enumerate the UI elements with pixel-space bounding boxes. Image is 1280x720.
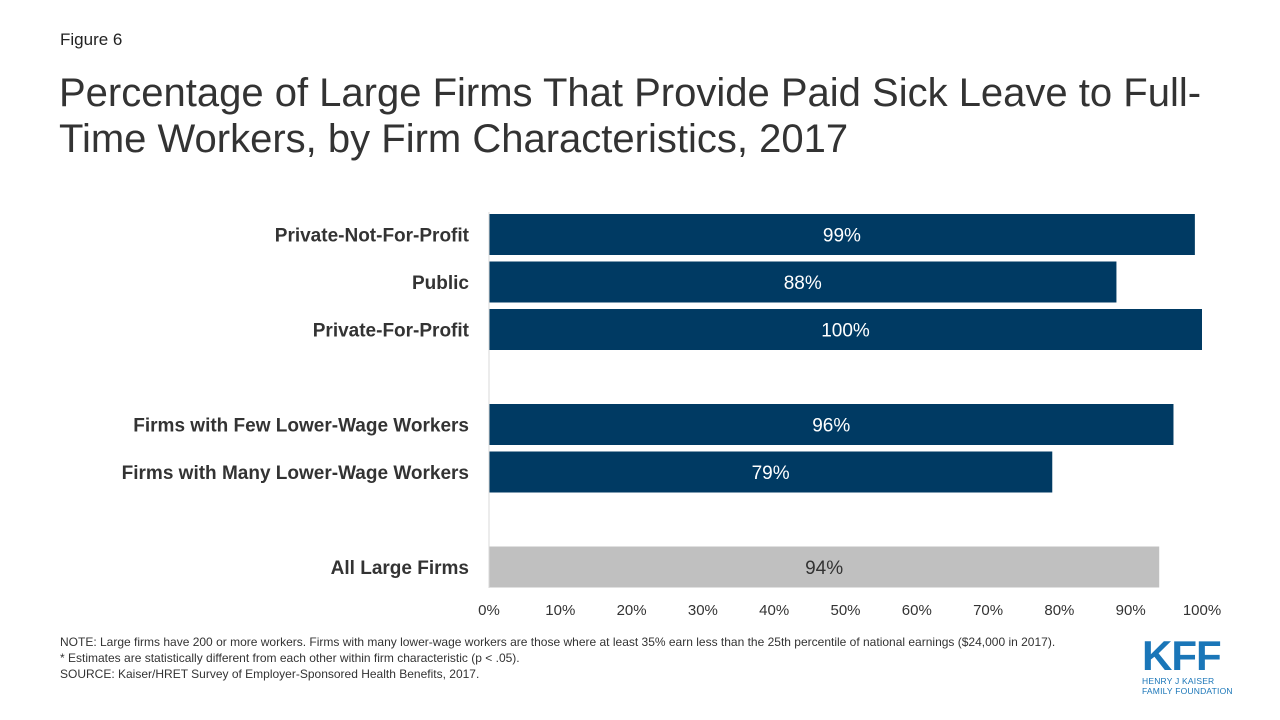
note-text: NOTE: Large firms have 200 or more worke… bbox=[60, 635, 1056, 649]
bar-chart: 99% Private-Not-For-Profit 88% Public 100% Pr… bbox=[122, 212, 1221, 619]
bar-value-label: 88% bbox=[784, 273, 822, 294]
logo-caption-line2: FAMILY FOUNDATION bbox=[1142, 686, 1233, 696]
bar bbox=[489, 451, 1053, 493]
source-text: SOURCE: Kaiser/HRET Survey of Employer-S… bbox=[60, 667, 480, 681]
category-label: All Large Firms bbox=[331, 558, 469, 579]
x-axis: 0% 10% 20% 30% 40% 50% 60% 70% 80% 90% 100% bbox=[478, 212, 1221, 619]
bar bbox=[489, 546, 1160, 588]
footnotes: NOTE: Large firms have 200 or more worke… bbox=[60, 634, 1120, 682]
chart-title: Percentage of Large Firms That Provide P… bbox=[59, 71, 1202, 161]
category-label: Private-For-Profit bbox=[313, 321, 470, 342]
x-tick-label: 100% bbox=[1183, 602, 1221, 619]
bar bbox=[489, 309, 1202, 350]
kff-logo: KFF HENRY J KAISER FAMILY FOUNDATION bbox=[1142, 632, 1238, 698]
bar-value-label: 100% bbox=[821, 321, 870, 342]
significance-note: * Estimates are statistically different … bbox=[60, 651, 520, 665]
category-label: Firms with Few Lower-Wage Workers bbox=[133, 416, 469, 437]
category-label: Private-Not-For-Profit bbox=[275, 226, 470, 247]
category-label: Firms with Many Lower-Wage Workers bbox=[122, 463, 469, 484]
logo-caption-line1: HENRY J KAISER bbox=[1142, 676, 1215, 686]
bars-layer bbox=[489, 214, 1202, 588]
x-tick-label: 60% bbox=[902, 602, 932, 619]
bar-value-label: 79% bbox=[752, 463, 790, 484]
x-tick-label: 80% bbox=[1044, 602, 1074, 619]
labels-layer: 99% Private-Not-For-Profit 88% Public 100% Pr… bbox=[122, 226, 870, 580]
logo-letters: KFF bbox=[1142, 632, 1222, 679]
bar-value-label: 96% bbox=[812, 416, 850, 437]
x-tick-label: 0% bbox=[478, 602, 500, 619]
x-tick-label: 70% bbox=[973, 602, 1003, 619]
logo-caption: HENRY J KAISER FAMILY FOUNDATION bbox=[1142, 676, 1238, 696]
x-tick-label: 10% bbox=[545, 602, 575, 619]
x-tick-label: 30% bbox=[688, 602, 718, 619]
x-tick-label: 90% bbox=[1116, 602, 1146, 619]
bar bbox=[489, 404, 1174, 445]
bar-value-label: 99% bbox=[823, 226, 861, 247]
bar bbox=[489, 261, 1117, 303]
bar bbox=[489, 214, 1195, 255]
x-tick-label: 40% bbox=[759, 602, 789, 619]
figure-label: Figure 6 bbox=[60, 30, 123, 49]
x-tick-label: 20% bbox=[617, 602, 647, 619]
x-tick-label: 50% bbox=[830, 602, 860, 619]
category-label: Public bbox=[412, 273, 469, 294]
bar-value-label: 94% bbox=[805, 558, 843, 579]
